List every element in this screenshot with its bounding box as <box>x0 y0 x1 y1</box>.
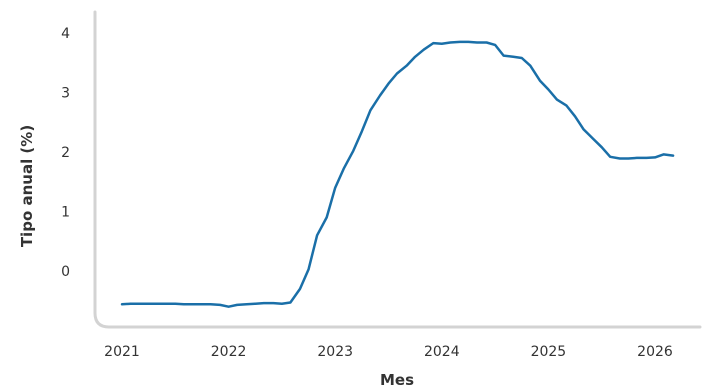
x-axis-label: Mes <box>380 371 414 389</box>
x-axis-ticks: 2021 2022 2023 2024 2025 2026 <box>104 344 673 360</box>
y-axis-label: Tipo anual (%) <box>18 125 36 247</box>
x-tick-label: 2024 <box>424 344 460 360</box>
y-tick-label: 1 <box>61 205 70 221</box>
x-tick-label: 2021 <box>104 344 140 360</box>
x-tick-label: 2026 <box>637 344 673 360</box>
y-tick-label: 4 <box>61 26 70 42</box>
x-tick-label: 2025 <box>531 344 567 360</box>
y-axis-ticks: 0 1 2 3 4 <box>61 26 70 280</box>
axis-frame <box>93 10 702 329</box>
series-layer <box>120 40 675 308</box>
y-tick-label: 3 <box>61 86 70 102</box>
x-tick-label: 2023 <box>317 344 353 360</box>
series-line <box>120 40 675 308</box>
y-tick-label: 0 <box>61 264 70 280</box>
y-tick-label: 2 <box>61 145 70 161</box>
x-tick-label: 2022 <box>211 344 247 360</box>
